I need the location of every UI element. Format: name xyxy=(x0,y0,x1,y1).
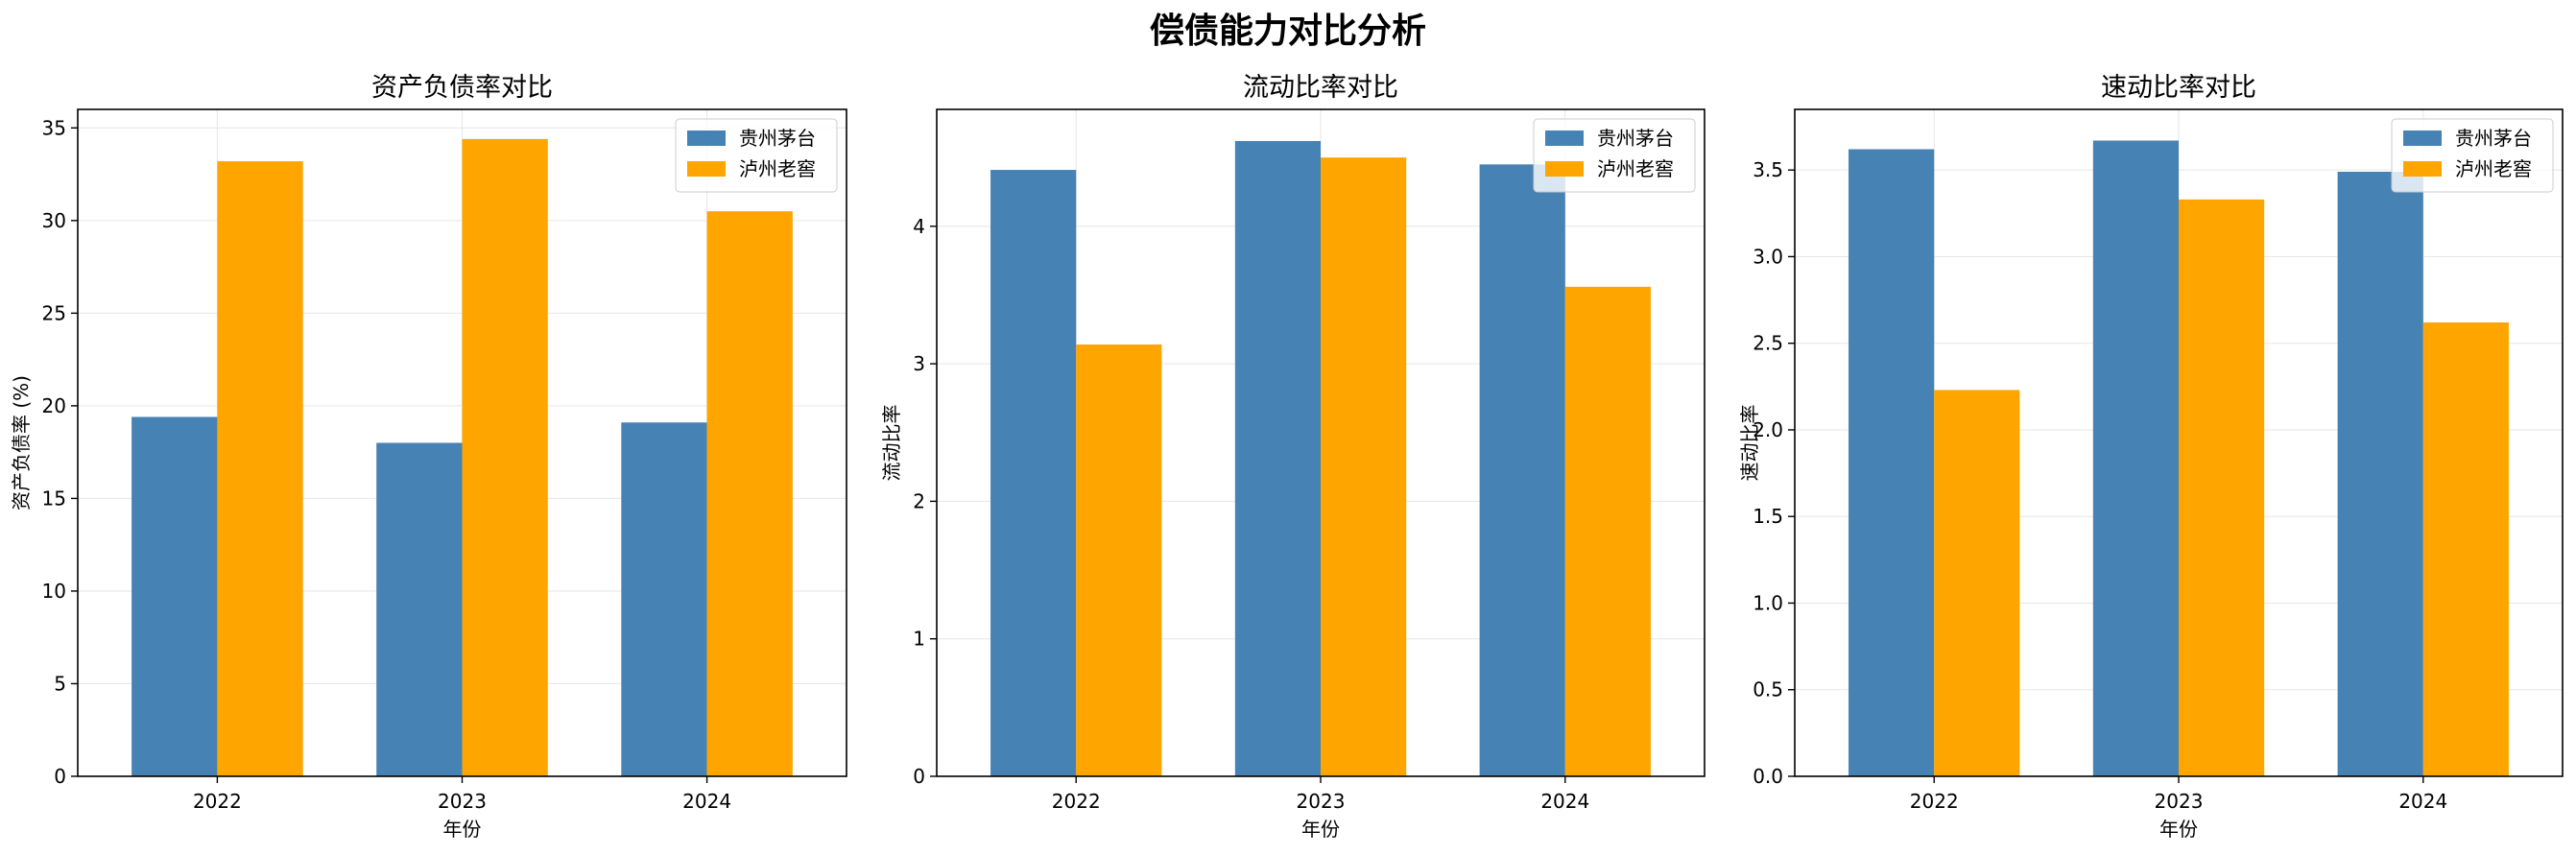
y-tick-label: 1.5 xyxy=(1753,505,1783,528)
y-tick-label: 20 xyxy=(42,394,66,417)
bar-贵州茅台-2022 xyxy=(1849,149,1935,777)
legend-swatch xyxy=(687,131,726,146)
x-tick-label: 2023 xyxy=(2155,790,2204,813)
x-tick-label: 2022 xyxy=(1052,790,1101,813)
y-tick-label: 2 xyxy=(913,489,925,512)
x-tick-label: 2022 xyxy=(1910,790,1959,813)
y-tick-label: 0 xyxy=(54,765,66,788)
x-tick-label: 2023 xyxy=(1297,790,1346,813)
legend-label: 泸州老窖 xyxy=(739,157,816,180)
y-axis-label: 流动比率 xyxy=(880,405,903,482)
chart-panel-3: 0.0 0.5 1.0 1.5 2.0 2.5 3.0 3.5 2022 2023 2024 速动比率… xyxy=(1738,73,2564,841)
y-tick-label: 25 xyxy=(42,301,66,324)
y-tick-label: 3.0 xyxy=(1753,245,1783,268)
legend-label: 贵州茅台 xyxy=(2455,127,2532,150)
y-tick-label: 15 xyxy=(42,487,66,510)
bar-贵州茅台-2024 xyxy=(2337,171,2423,777)
y-tick-label: 3 xyxy=(913,352,925,375)
x-tick-label: 2024 xyxy=(2398,790,2447,813)
figure-title: 偿债能力对比分析 xyxy=(1150,12,1426,51)
bar-贵州茅台-2023 xyxy=(2092,140,2179,776)
y-tick-label: 35 xyxy=(42,116,66,139)
y-tick-label: 0.0 xyxy=(1753,765,1783,788)
bar-贵州茅台-2023 xyxy=(1234,140,1321,777)
y-tick-label: 1 xyxy=(913,628,925,651)
bar-泸州老窖-2022 xyxy=(217,161,303,777)
legend-label: 贵州茅台 xyxy=(739,127,816,150)
bar-泸州老窖-2023 xyxy=(462,138,548,776)
y-tick-label: 0.5 xyxy=(1753,678,1783,701)
y-axis-label: 资产负债率 (%) xyxy=(10,375,33,511)
legend-label: 泸州老窖 xyxy=(1597,157,1674,180)
y-tick-label: 10 xyxy=(42,580,66,603)
legend-swatch xyxy=(687,161,726,177)
legend-swatch xyxy=(1545,161,1584,177)
bar-贵州茅台-2022 xyxy=(990,170,1077,777)
legend-swatch xyxy=(2403,131,2442,146)
chart-title: 流动比率对比 xyxy=(1243,73,1398,103)
legend-swatch xyxy=(1545,131,1584,146)
y-tick-label: 0 xyxy=(913,765,925,788)
bar-泸州老窖-2022 xyxy=(1934,390,2020,776)
y-tick-label: 1.0 xyxy=(1753,591,1783,614)
y-tick-label: 2.5 xyxy=(1753,332,1783,355)
x-tick-label: 2023 xyxy=(438,790,487,813)
y-tick-label: 30 xyxy=(42,209,66,232)
x-axis-label: 年份 xyxy=(443,818,482,841)
bar-贵州茅台-2024 xyxy=(621,422,707,776)
y-tick-label: 5 xyxy=(54,672,66,695)
bar-泸州老窖-2023 xyxy=(2179,199,2265,777)
x-tick-label: 2024 xyxy=(1540,790,1589,813)
legend-label: 泸州老窖 xyxy=(2455,157,2532,180)
bar-贵州茅台-2024 xyxy=(1479,164,1565,776)
x-tick-label: 2022 xyxy=(193,790,242,813)
bar-泸州老窖-2024 xyxy=(1564,286,1651,776)
bar-贵州茅台-2022 xyxy=(131,416,218,776)
y-axis-label: 速动比率 xyxy=(1738,405,1761,482)
y-tick-label: 3.5 xyxy=(1753,158,1783,181)
legend-label: 贵州茅台 xyxy=(1597,127,1674,150)
bar-泸州老窖-2022 xyxy=(1076,344,1162,776)
y-tick-label: 4 xyxy=(913,215,925,238)
x-tick-label: 2024 xyxy=(682,790,731,813)
bar-泸州老窖-2024 xyxy=(706,211,793,777)
y-tick-label: 2.0 xyxy=(1753,418,1783,441)
chart-title: 速动比率对比 xyxy=(2101,73,2256,103)
bar-泸州老窖-2024 xyxy=(2422,322,2509,776)
bar-泸州老窖-2023 xyxy=(1321,157,1407,776)
bar-贵州茅台-2023 xyxy=(376,442,463,776)
x-axis-label: 年份 xyxy=(2159,818,2198,841)
x-axis-label: 年份 xyxy=(1301,818,1340,841)
chart-title: 资产负债率对比 xyxy=(371,73,553,103)
legend-swatch xyxy=(2403,161,2442,177)
